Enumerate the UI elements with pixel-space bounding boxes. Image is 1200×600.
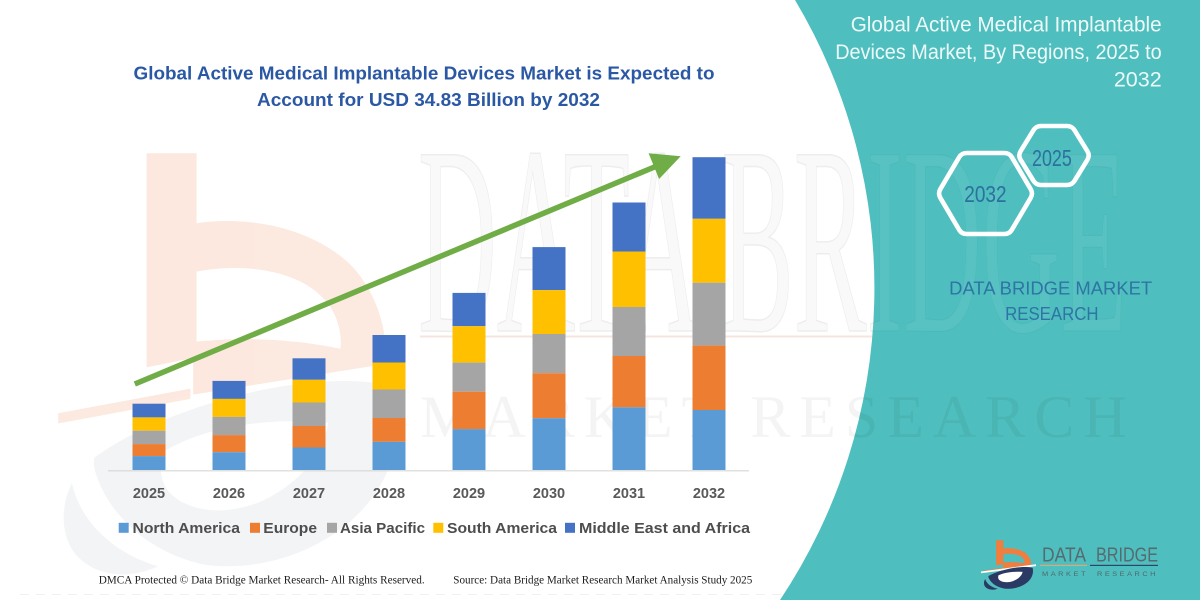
svg-text:Global Active Medical Implanta: Global Active Medical Implantable Device… [134, 63, 715, 84]
svg-text:Account for USD 34.83 Billion: Account for USD 34.83 Billion by 2032 [257, 89, 600, 110]
svg-text:South America: South America [447, 520, 558, 537]
svg-text:MARKET: MARKET [1042, 571, 1088, 578]
svg-text:2032: 2032 [964, 181, 1006, 207]
svg-text:2027: 2027 [293, 486, 325, 502]
svg-text:2028: 2028 [373, 486, 405, 502]
svg-text:2031: 2031 [613, 486, 645, 502]
svg-text:RESEARCH: RESEARCH [1005, 304, 1098, 324]
svg-text:Asia Pacific: Asia Pacific [340, 520, 425, 537]
svg-text:2032: 2032 [1114, 68, 1162, 92]
svg-text:2025: 2025 [1032, 145, 1072, 171]
svg-text:DATA BRIDGE MARKET: DATA BRIDGE MARKET [949, 279, 1152, 299]
svg-text:DATA: DATA [1042, 545, 1087, 567]
svg-text:2029: 2029 [453, 486, 485, 502]
svg-text:Global Active Medical Implanta: Global Active Medical Implantable [851, 13, 1162, 37]
svg-text:North America: North America [133, 520, 241, 537]
svg-text:BRIDGE: BRIDGE [1096, 545, 1158, 567]
svg-text:2025: 2025 [133, 486, 165, 502]
svg-text:Source: Data Bridge Market Res: Source: Data Bridge Market Research Mark… [453, 573, 752, 587]
svg-text:Middle East and Africa: Middle East and Africa [579, 520, 751, 537]
svg-text:2032: 2032 [693, 486, 725, 502]
svg-text:RESEARCH: RESEARCH [1097, 571, 1158, 578]
svg-text:Europe: Europe [263, 520, 317, 537]
svg-text:2026: 2026 [213, 486, 245, 502]
svg-text:Devices Market, By Regions, 20: Devices Market, By Regions, 2025 to [835, 40, 1162, 64]
svg-text:2030: 2030 [533, 486, 565, 502]
svg-text:DMCA Protected © Data Bridge M: DMCA Protected © Data Bridge Market Rese… [99, 573, 425, 587]
